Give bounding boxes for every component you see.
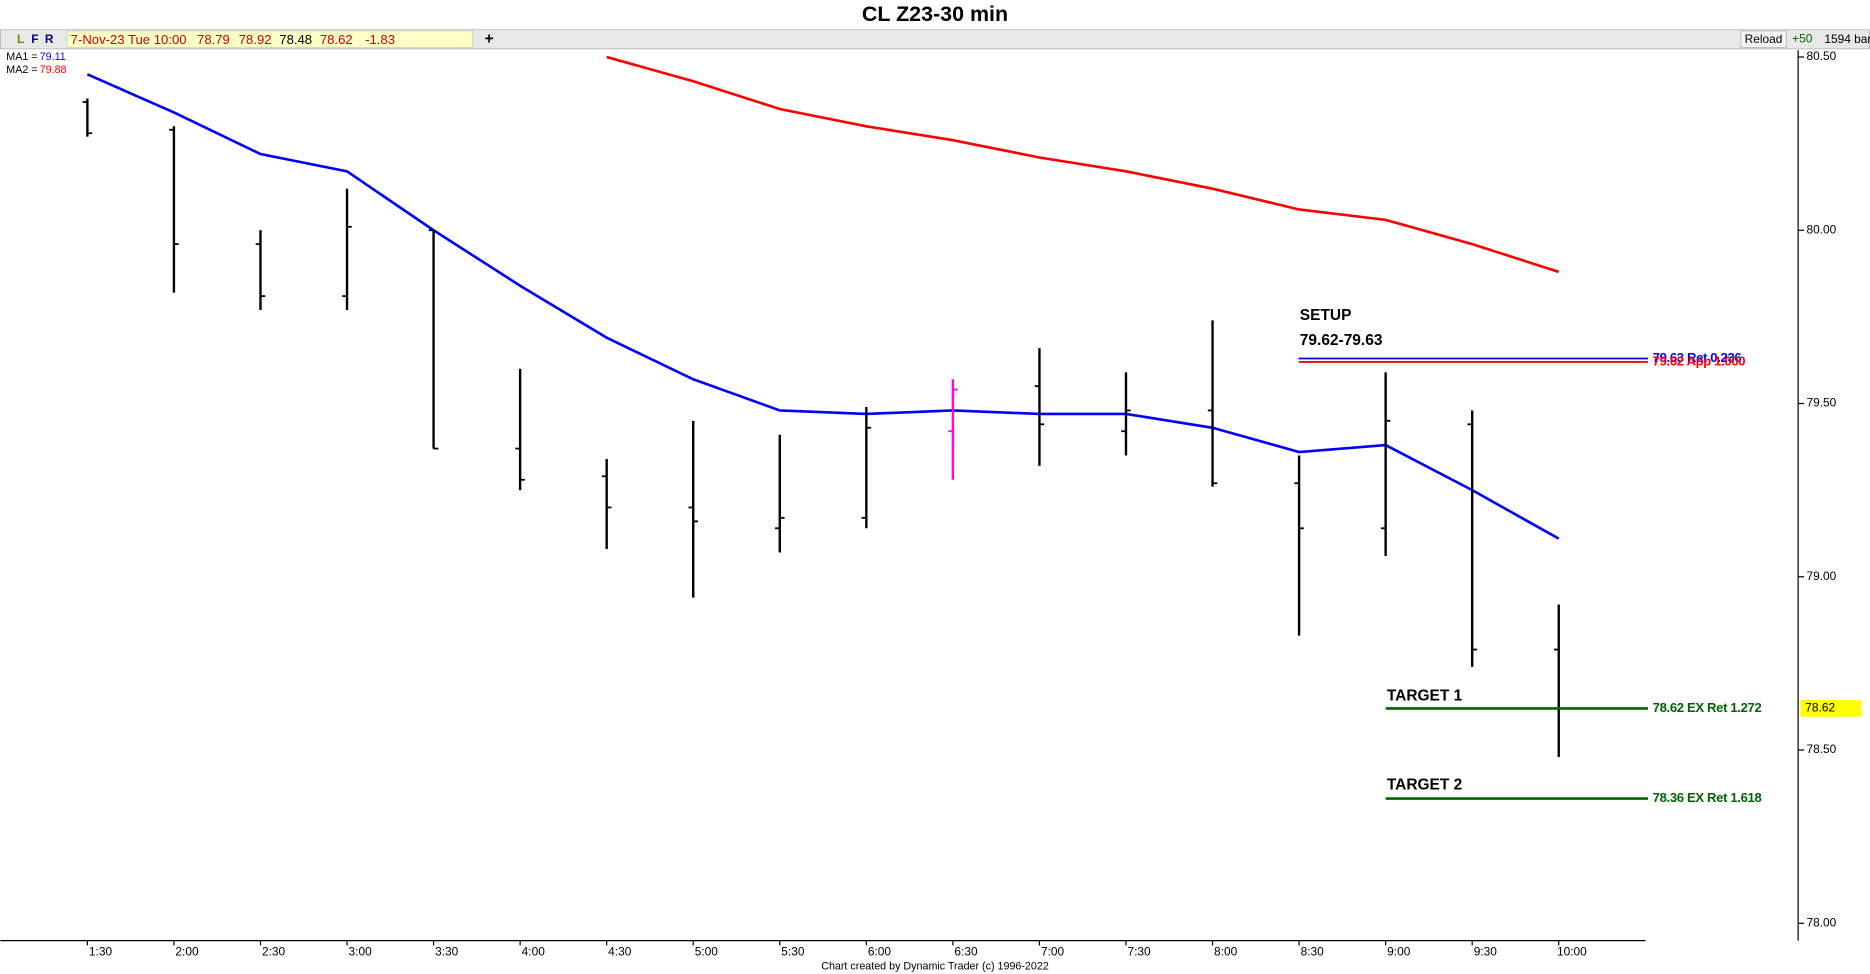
price-tag-label: 78.62 [1805,701,1835,715]
legend-value: 79.11 [40,51,66,63]
reload-label: Reload [1745,32,1783,46]
annotation: TARGET 1 [1387,687,1463,704]
x-tick-label: 8:30 [1301,945,1325,959]
toolbar-button[interactable]: L [17,32,24,46]
quote-close: 78.62 [320,32,353,47]
x-tick-label: 6:00 [868,945,892,959]
bar-count: 1594 bar [1824,32,1870,46]
x-tick-label: 2:30 [262,945,286,959]
y-tick-label: 78.50 [1806,742,1836,756]
x-tick-label: 1:30 [89,945,113,959]
y-tick-label: 78.00 [1806,915,1836,929]
quote-high: 78.92 [239,32,272,47]
legend-name: MA2 = [6,64,37,76]
credit: Chart created by Dynamic Trader (c) 1996… [821,961,1049,973]
quote-low: 78.48 [279,32,312,47]
legend-name: MA1 = [6,51,37,63]
x-tick-label: 7:00 [1041,945,1065,959]
x-tick-label: 3:00 [349,945,373,959]
y-tick-label: 80.00 [1806,222,1836,236]
x-tick-label: 4:00 [522,945,546,959]
x-tick-label: 8:00 [1214,945,1238,959]
y-tick-label: 79.50 [1806,396,1836,410]
level-label: 79.63 Ret 0.236 [1653,350,1742,365]
x-tick-label: 5:30 [781,945,805,959]
ma-line [86,73,1560,540]
chart-title: CL Z23-30 min [862,2,1008,26]
price-tag [1800,700,1862,717]
x-tick-label: 9:30 [1474,945,1498,959]
y-tick-label: 79.00 [1806,569,1836,583]
x-tick-label: 7:30 [1128,945,1152,959]
level-label: 79.62 App 1.000 [1653,353,1746,368]
annotation: SETUP [1300,307,1352,324]
quote-box [66,30,473,48]
y-tick-label: 80.50 [1806,49,1836,63]
annotation: TARGET 2 [1387,777,1462,794]
level-label: 78.62 EX Ret 1.272 [1653,700,1762,715]
x-tick-label: 3:30 [435,945,459,959]
annotation: 79.62-79.63 [1300,332,1383,349]
x-tick-label: 5:00 [695,945,719,959]
quote-open: 78.79 [197,32,230,47]
quote-datetime: 7-Nov-23 Tue 10:00 [71,32,187,47]
legend-value: 79.88 [40,64,67,76]
level-label: 78.36 EX Ret 1.618 [1653,790,1762,805]
ma-line [606,55,1560,274]
toolbar-button[interactable]: F [31,32,38,46]
x-tick-label: 10:00 [1557,945,1587,959]
x-tick-label: 4:30 [608,945,632,959]
x-tick-label: 9:00 [1387,945,1411,959]
x-tick-label: 6:30 [954,945,978,959]
reload-button[interactable] [1740,30,1787,48]
toolbar-button[interactable]: R [45,32,54,46]
x-tick-label: 2:00 [175,945,199,959]
add-button[interactable]: + [485,30,494,47]
quote-change: -1.83 [365,32,395,47]
bars-step[interactable]: +50 [1792,31,1813,45]
